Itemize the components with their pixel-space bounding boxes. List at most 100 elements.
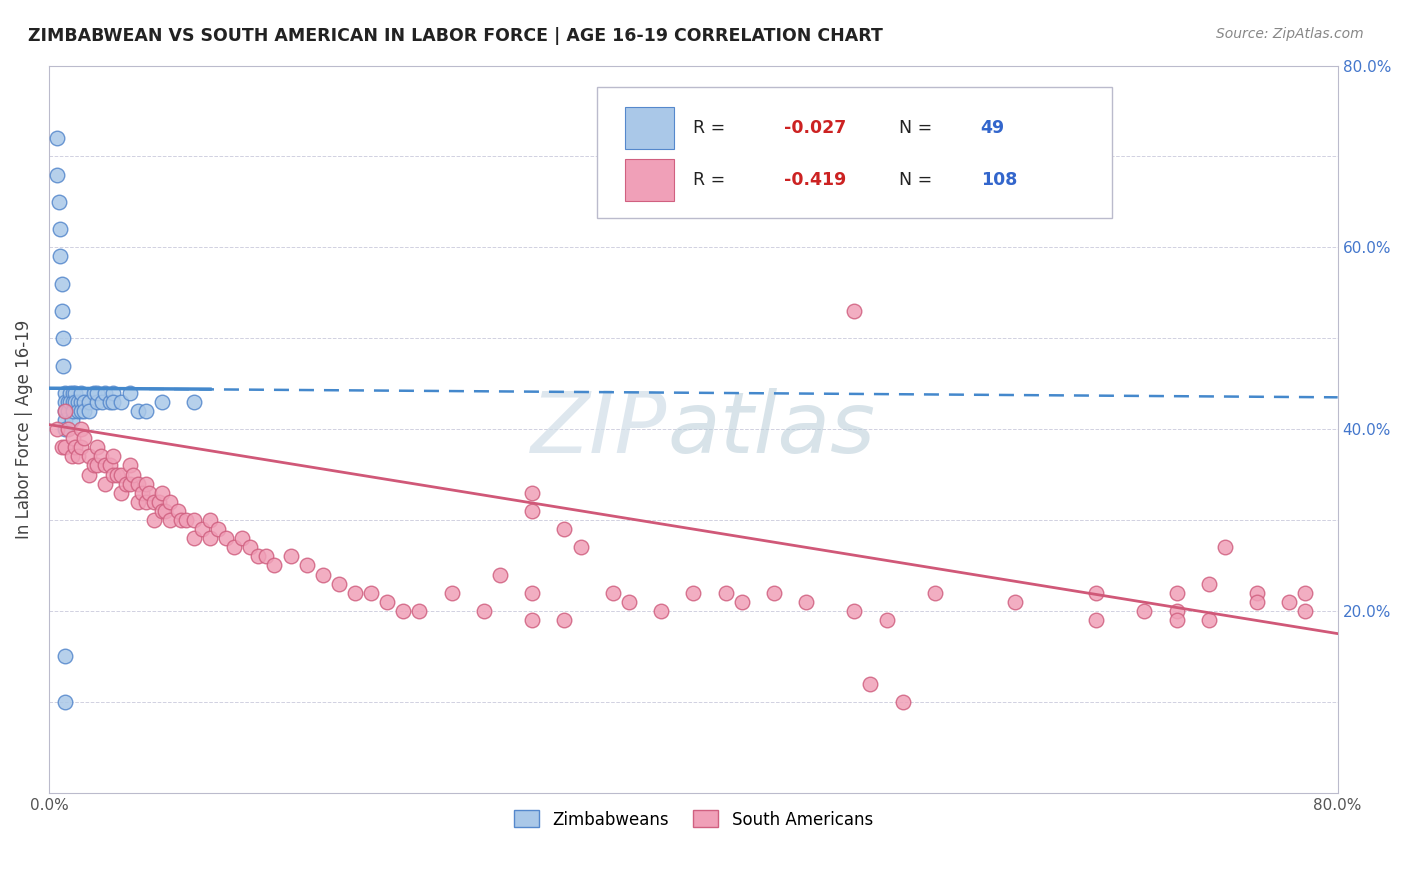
- Point: [170, 513, 193, 527]
- Point: [159, 495, 181, 509]
- Point: [89, 450, 111, 464]
- Point: [135, 476, 157, 491]
- Point: [650, 604, 672, 618]
- Point: [63, 440, 86, 454]
- Point: [360, 585, 382, 599]
- Point: [83, 458, 105, 473]
- Point: [844, 604, 866, 618]
- Point: [127, 404, 149, 418]
- Point: [150, 504, 173, 518]
- Point: [1198, 613, 1220, 627]
- Point: [844, 304, 866, 318]
- Point: [53, 404, 76, 418]
- Point: [553, 613, 575, 627]
- Point: [110, 395, 132, 409]
- Bar: [626, 107, 673, 149]
- Point: [198, 531, 221, 545]
- Point: [53, 413, 76, 427]
- Point: [46, 168, 69, 182]
- Point: [224, 541, 246, 555]
- Point: [73, 395, 96, 409]
- Text: 108: 108: [980, 171, 1017, 189]
- Point: [46, 422, 69, 436]
- Point: [98, 458, 121, 473]
- Point: [53, 395, 76, 409]
- Point: [66, 404, 89, 418]
- Point: [166, 504, 188, 518]
- Point: [522, 504, 544, 518]
- Point: [762, 585, 785, 599]
- Point: [375, 595, 398, 609]
- Point: [58, 404, 80, 418]
- Point: [135, 495, 157, 509]
- Text: R =: R =: [693, 120, 731, 137]
- Point: [118, 385, 141, 400]
- Point: [602, 585, 624, 599]
- Point: [63, 385, 86, 400]
- Text: N =: N =: [900, 171, 938, 189]
- Point: [77, 467, 100, 482]
- Point: [70, 385, 93, 400]
- Point: [103, 395, 125, 409]
- Point: [53, 649, 76, 664]
- Point: [118, 476, 141, 491]
- Point: [77, 404, 100, 418]
- Point: [1166, 613, 1188, 627]
- Point: [62, 431, 84, 445]
- Point: [110, 467, 132, 482]
- Point: [730, 595, 752, 609]
- Point: [682, 585, 704, 599]
- Point: [522, 485, 544, 500]
- Point: [876, 613, 898, 627]
- Point: [98, 395, 121, 409]
- Y-axis label: In Labor Force | Age 16-19: In Labor Force | Age 16-19: [15, 319, 32, 539]
- Point: [121, 467, 143, 482]
- Bar: [626, 159, 673, 201]
- Point: [1294, 604, 1316, 618]
- Point: [60, 450, 83, 464]
- Point: [63, 395, 86, 409]
- Point: [115, 476, 138, 491]
- Point: [174, 513, 197, 527]
- Point: [142, 495, 165, 509]
- FancyBboxPatch shape: [596, 87, 1112, 219]
- Point: [135, 404, 157, 418]
- Point: [472, 604, 495, 618]
- Point: [859, 676, 882, 690]
- Point: [83, 385, 105, 400]
- Point: [105, 467, 128, 482]
- Point: [77, 450, 100, 464]
- Point: [1085, 585, 1108, 599]
- Point: [70, 404, 93, 418]
- Point: [62, 385, 84, 400]
- Point: [53, 440, 76, 454]
- Point: [91, 395, 114, 409]
- Point: [254, 549, 277, 564]
- Point: [569, 541, 592, 555]
- Point: [77, 395, 100, 409]
- Point: [1246, 585, 1268, 599]
- Point: [94, 385, 117, 400]
- Point: [49, 222, 72, 236]
- Point: [198, 513, 221, 527]
- Point: [263, 558, 285, 573]
- Point: [1004, 595, 1026, 609]
- Point: [58, 422, 80, 436]
- Point: [70, 440, 93, 454]
- Point: [408, 604, 430, 618]
- Point: [714, 585, 737, 599]
- Point: [1198, 576, 1220, 591]
- Point: [59, 395, 82, 409]
- Point: [70, 395, 93, 409]
- Text: ZIMBABWEAN VS SOUTH AMERICAN IN LABOR FORCE | AGE 16-19 CORRELATION CHART: ZIMBABWEAN VS SOUTH AMERICAN IN LABOR FO…: [28, 27, 883, 45]
- Point: [86, 395, 108, 409]
- Text: R =: R =: [693, 171, 731, 189]
- Point: [183, 395, 205, 409]
- Point: [312, 567, 335, 582]
- Point: [62, 404, 84, 418]
- Point: [127, 476, 149, 491]
- Legend: Zimbabweans, South Americans: Zimbabweans, South Americans: [508, 804, 880, 835]
- Text: -0.419: -0.419: [783, 171, 846, 189]
- Point: [118, 458, 141, 473]
- Point: [110, 485, 132, 500]
